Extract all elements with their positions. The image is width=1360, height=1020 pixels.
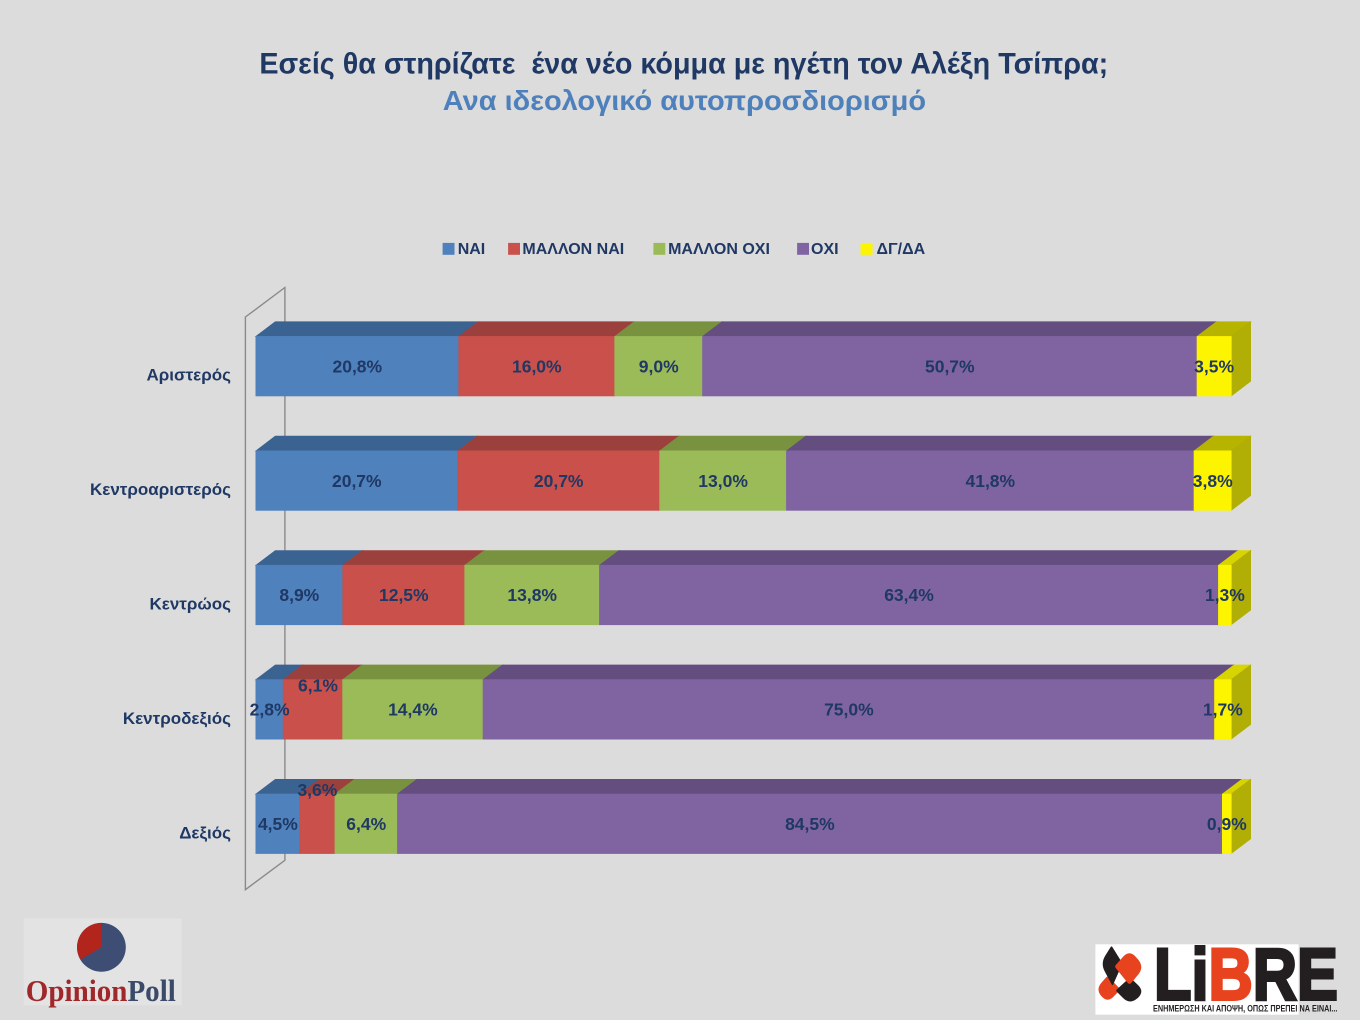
- svg-text:6,1%: 6,1%: [298, 676, 338, 696]
- svg-text:75,0%: 75,0%: [824, 700, 874, 720]
- svg-text:41,8%: 41,8%: [965, 471, 1015, 491]
- svg-text:63,4%: 63,4%: [884, 585, 934, 605]
- svg-text:13,8%: 13,8%: [507, 585, 557, 605]
- svg-text:20,7%: 20,7%: [534, 471, 584, 491]
- svg-text:ΕΝΗΜΕΡΩΣΗ ΚΑΙ ΑΠΟΨΗ, ΟΠΩΣ ΠΡΕΠ: ΕΝΗΜΕΡΩΣΗ ΚΑΙ ΑΠΟΨΗ, ΟΠΩΣ ΠΡΕΠΕΙ ΝΑ ΕΙΝΑ…: [1153, 1004, 1337, 1014]
- svg-text:20,7%: 20,7%: [332, 471, 382, 491]
- svg-text:6,4%: 6,4%: [346, 814, 386, 834]
- svg-text:3,8%: 3,8%: [1193, 471, 1233, 491]
- svg-text:14,4%: 14,4%: [388, 700, 438, 720]
- svg-text:1,3%: 1,3%: [1205, 585, 1245, 605]
- svg-text:1,7%: 1,7%: [1203, 700, 1243, 720]
- svg-text:ΝΑΙ: ΝΑΙ: [458, 241, 486, 258]
- svg-text:Δεξιός: Δεξιός: [179, 824, 231, 843]
- svg-text:84,5%: 84,5%: [785, 814, 835, 834]
- svg-text:Κεντροδεξιός: Κεντροδεξιός: [123, 709, 231, 728]
- svg-text:Κεντρώος: Κεντρώος: [150, 594, 232, 613]
- svg-text:12,5%: 12,5%: [379, 585, 429, 605]
- svg-text:16,0%: 16,0%: [512, 356, 562, 376]
- svg-text:3,5%: 3,5%: [1194, 356, 1234, 376]
- svg-text:50,7%: 50,7%: [925, 356, 975, 376]
- svg-text:LiBRE: LiBRE: [1154, 935, 1338, 1016]
- svg-text:OpinionPoll: OpinionPoll: [26, 974, 176, 1008]
- svg-text:4,5%: 4,5%: [258, 814, 298, 834]
- svg-text:13,0%: 13,0%: [698, 471, 748, 491]
- svg-text:8,9%: 8,9%: [279, 585, 319, 605]
- svg-text:20,8%: 20,8%: [332, 356, 382, 376]
- svg-text:Αριστερός: Αριστερός: [146, 365, 231, 384]
- svg-text:Κεντροαριστερός: Κεντροαριστερός: [90, 480, 231, 499]
- svg-text:0,9%: 0,9%: [1207, 814, 1247, 834]
- svg-text:ΔΓ/ΔΑ: ΔΓ/ΔΑ: [877, 241, 926, 258]
- svg-text:ΟΧΙ: ΟΧΙ: [811, 241, 839, 258]
- svg-text:ΜΑΛΛΟΝ ΟΧΙ: ΜΑΛΛΟΝ ΟΧΙ: [668, 241, 770, 258]
- svg-text:ΜΑΛΛΟΝ ΝΑΙ: ΜΑΛΛΟΝ ΝΑΙ: [522, 241, 624, 258]
- svg-text:Ανα ιδεολογικό αυτοπροσδιορισμ: Ανα ιδεολογικό αυτοπροσδιορισμό: [443, 85, 926, 116]
- svg-text:9,0%: 9,0%: [639, 356, 679, 376]
- svg-text:Εσείς θα στηρίζατε ένα νέο κό: Εσείς θα στηρίζατε ένα νέο κόμμα με ηγέτ…: [259, 47, 1108, 81]
- svg-text:3,6%: 3,6%: [297, 780, 337, 800]
- svg-text:2,8%: 2,8%: [250, 700, 290, 720]
